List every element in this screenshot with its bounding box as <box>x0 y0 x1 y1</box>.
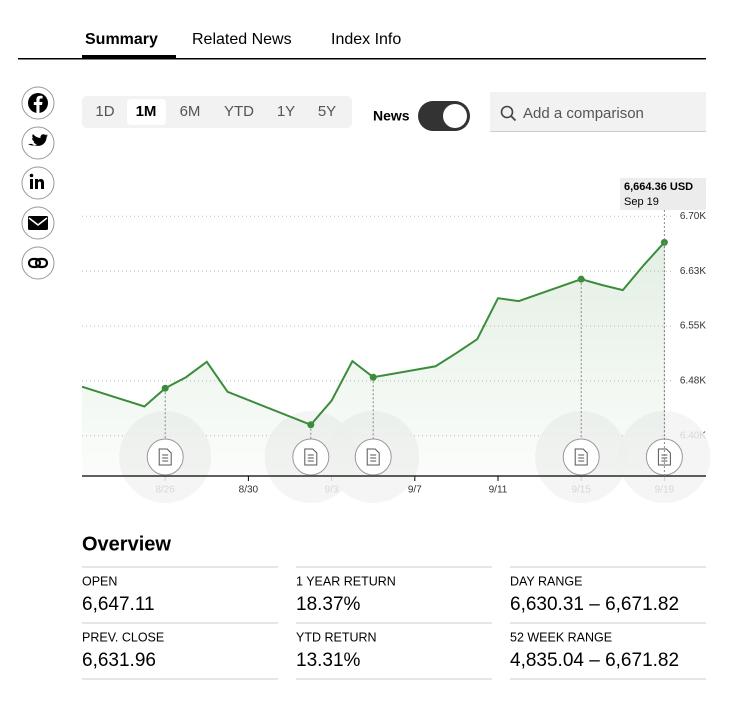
icon <box>28 217 48 227</box>
y-tick-label: 6.55K <box>680 321 706 332</box>
news-point <box>369 373 377 381</box>
y-tick-label: 6.63K <box>680 266 706 277</box>
news-marker[interactable] <box>645 438 683 476</box>
news-point <box>577 275 585 283</box>
stat-value: 6,631.96 <box>82 650 156 671</box>
stat-label: DAY RANGE <box>510 574 582 588</box>
share-link[interactable] <box>21 246 55 280</box>
search-icon <box>510 115 517 122</box>
news-marker[interactable] <box>146 438 184 476</box>
search-placeholder: Add a comparison <box>523 105 644 122</box>
stat-value: 13.31% <box>296 650 361 671</box>
stat-value: 6,630.31 – 6,671.82 <box>510 594 679 615</box>
news-point <box>161 384 169 392</box>
icon <box>27 257 49 269</box>
area-fill <box>82 242 665 476</box>
range-button[interactable]: 1M <box>136 103 157 120</box>
share-facebook[interactable] <box>21 86 55 120</box>
icon <box>29 173 34 178</box>
stat-label: YTD RETURN <box>296 630 377 644</box>
toggle-knob <box>443 104 467 128</box>
stat-label: 1 YEAR RETURN <box>296 574 396 588</box>
range-button[interactable]: 6M <box>180 103 201 120</box>
icon <box>28 134 49 146</box>
news-marker[interactable] <box>354 438 392 476</box>
range-selector <box>82 96 352 128</box>
search-underline <box>490 131 706 132</box>
price-chart: 6.40K6.48K6.55K6.63K6.70K8/268/309/39/79… <box>81 178 711 503</box>
range-selected <box>127 99 166 125</box>
news-doc-icon <box>158 448 172 466</box>
news-marker[interactable] <box>562 438 600 476</box>
share-icons <box>21 86 55 280</box>
tooltip-box <box>620 178 706 210</box>
icon <box>30 179 33 189</box>
range-button[interactable]: 5Y <box>318 103 336 120</box>
x-tick-label: 9/7 <box>408 485 422 496</box>
news-doc-icon <box>366 448 380 466</box>
y-tick-label: 6.70K <box>680 211 706 222</box>
toggle-label: News <box>373 108 410 124</box>
tooltip-date: Sep 19 <box>624 196 659 208</box>
stat-label: PREV. CLOSE <box>82 630 164 644</box>
news-doc-icon <box>574 448 588 466</box>
x-tick-label: 8/30 <box>239 485 259 496</box>
stat-value: 6,647.11 <box>82 594 155 615</box>
range-button[interactable]: 1Y <box>277 103 295 120</box>
news-marker[interactable] <box>292 438 330 476</box>
news-point <box>307 421 315 429</box>
section-title: Overview <box>82 533 171 555</box>
tab-divider <box>18 58 706 60</box>
stat-label: 52 WEEK RANGE <box>510 630 612 644</box>
stat-label: OPEN <box>82 574 117 588</box>
x-tick-label: 9/11 <box>489 485 508 496</box>
icon <box>28 216 48 230</box>
icon <box>35 179 44 189</box>
y-tick-label: 6.48K <box>680 376 706 387</box>
tab[interactable]: Index Info <box>331 31 401 48</box>
tab[interactable]: Summary <box>85 31 158 48</box>
comparison-search[interactable] <box>490 92 706 132</box>
icon <box>33 95 43 114</box>
range-button[interactable]: 1D <box>95 103 114 120</box>
tab-underline <box>82 55 176 59</box>
stat-value: 18.37% <box>296 594 361 615</box>
news-doc-icon <box>304 448 318 466</box>
range-button[interactable]: YTD <box>224 103 254 120</box>
tab[interactable]: Related News <box>192 31 292 48</box>
share-email[interactable] <box>21 206 55 240</box>
stat-value: 4,835.04 – 6,671.82 <box>510 650 679 671</box>
share-twitter[interactable] <box>21 126 55 160</box>
overview: OPEN 6,647.11 1 YEAR RETURN 18.37% DAY RANGE… <box>82 566 706 680</box>
tooltip-value: 6,664.36 USD <box>624 181 693 193</box>
search-icon <box>500 105 514 119</box>
share-linkedin[interactable] <box>21 166 55 200</box>
price-line <box>81 241 666 426</box>
